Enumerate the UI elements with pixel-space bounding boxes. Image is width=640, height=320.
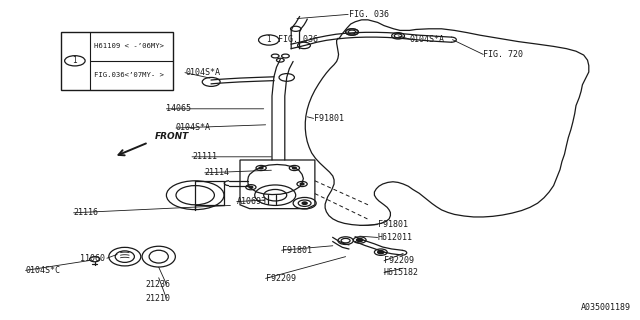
Text: FIG. 720: FIG. 720	[483, 50, 524, 59]
Text: 1: 1	[72, 56, 77, 65]
Bar	[61, 32, 173, 90]
Circle shape	[300, 183, 304, 185]
Text: FIG.036<’07MY- >: FIG.036<’07MY- >	[94, 72, 164, 78]
Text: A035001189: A035001189	[580, 303, 630, 312]
Circle shape	[302, 202, 307, 204]
Text: FRONT: FRONT	[155, 132, 189, 141]
Text: H615182: H615182	[384, 268, 419, 277]
Text: 21236: 21236	[146, 280, 171, 289]
Circle shape	[356, 238, 363, 242]
Text: 0104S*A: 0104S*A	[186, 68, 221, 77]
Text: F92209: F92209	[266, 274, 296, 283]
Text: 0104S*C: 0104S*C	[26, 266, 61, 275]
Text: 21111: 21111	[192, 152, 217, 161]
Text: F92209: F92209	[384, 256, 414, 265]
Text: A10693: A10693	[237, 197, 267, 206]
Text: 1: 1	[266, 36, 271, 44]
Text: FIG. 036: FIG. 036	[278, 36, 319, 44]
Text: H61109 < -’06MY>: H61109 < -’06MY>	[94, 44, 164, 49]
Circle shape	[378, 251, 384, 254]
Text: F91801: F91801	[378, 220, 408, 229]
Circle shape	[292, 167, 296, 169]
Text: F91801: F91801	[282, 246, 312, 255]
Text: 14065: 14065	[166, 104, 191, 113]
Circle shape	[249, 186, 253, 188]
Circle shape	[259, 167, 263, 169]
Text: 0104S*A: 0104S*A	[410, 35, 445, 44]
Text: F91801: F91801	[314, 114, 344, 123]
Text: 21210: 21210	[146, 294, 171, 303]
Text: 0104S*A: 0104S*A	[176, 124, 211, 132]
Text: FIG. 036: FIG. 036	[349, 10, 389, 19]
Text: 21116: 21116	[74, 208, 99, 217]
Text: 11060: 11060	[80, 254, 105, 263]
Text: 21114: 21114	[205, 168, 230, 177]
Text: H612011: H612011	[378, 233, 413, 242]
